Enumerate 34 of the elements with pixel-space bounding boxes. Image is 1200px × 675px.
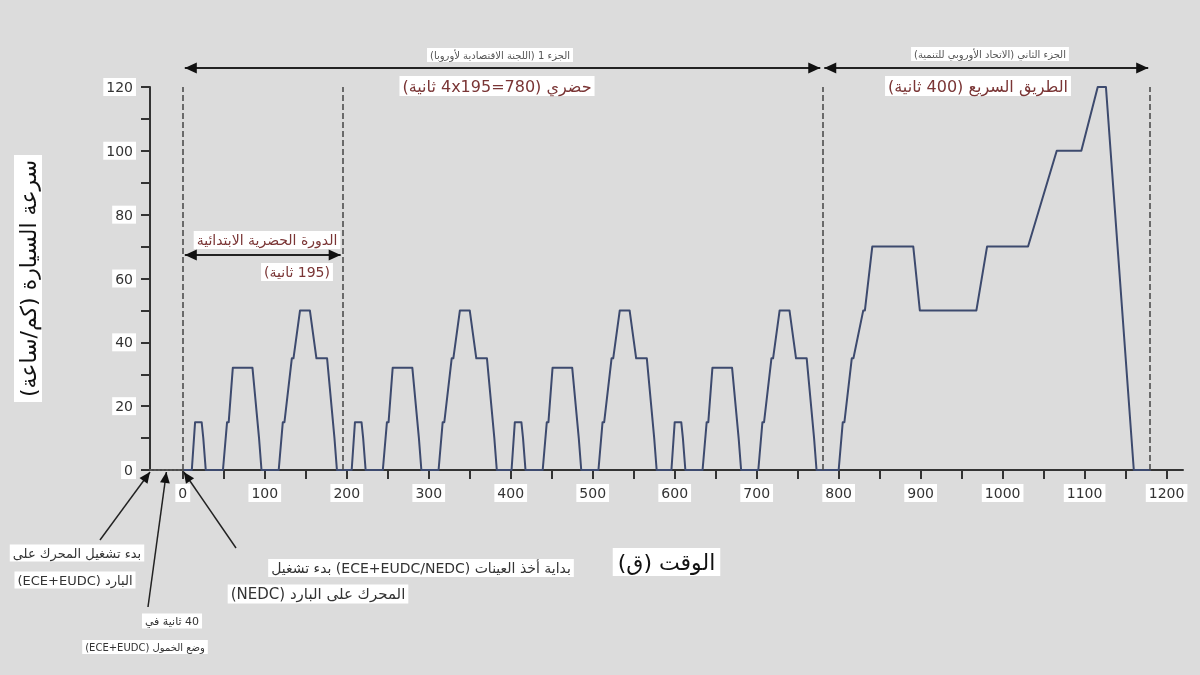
- text: الجزء الثاني (الاتحاد الأوروبي للتنمية): [914, 47, 1066, 61]
- x-tick-label: 1100: [1066, 485, 1103, 501]
- x-tick-label: 500: [579, 485, 607, 501]
- text: بدء تشغيل المحرك على: [12, 545, 142, 562]
- x-tick-label: 400: [497, 485, 525, 501]
- y-axis-title: سرعة السيارة (كم/ساعة): [15, 159, 42, 398]
- y-tick-label: 100: [106, 142, 133, 159]
- x-tick-label: 100: [251, 485, 279, 501]
- text: المحرك على البارد (NEDC): [230, 585, 406, 603]
- annotation: الدورة الحضرية الابتدائية: [196, 232, 338, 249]
- x-tick-label: 200: [333, 485, 361, 501]
- y-tick-label: 120: [106, 79, 133, 95]
- annotation: حضري (4x195=780 ثانية): [402, 76, 592, 97]
- x-tick-label: 700: [743, 485, 771, 501]
- y-tick-label: 40: [115, 334, 133, 351]
- x-tick-label: 1000: [984, 485, 1021, 501]
- y-tick-label: 20: [115, 398, 133, 415]
- annotation: (195 ثانية): [264, 264, 330, 280]
- x-tick-label: 0: [178, 485, 188, 501]
- x-tick-label: 800: [825, 485, 853, 501]
- text: الجزء 1 (اللجنة الاقتصادية لأوروبا): [430, 48, 570, 62]
- x-tick-label: 900: [907, 485, 935, 501]
- y-tick-label: 0: [124, 462, 133, 478]
- text: البارد (ECE+EUDC): [17, 572, 133, 589]
- text: 40 ثانية في: [144, 614, 200, 628]
- y-tick-label: 80: [115, 206, 133, 223]
- x-tick-label: 300: [415, 485, 443, 501]
- text: بداية أخذ العينات (ECE+EUDC/NEDC) بدء تشغيل: [271, 559, 571, 576]
- text: وضع الخمول (ECE+EUDC): [85, 641, 205, 654]
- x-tick-label: 1200: [1148, 485, 1185, 501]
- y-tick-label: 60: [115, 270, 133, 287]
- x-axis-title: الوقت (ق): [617, 549, 716, 575]
- annotation: الطريق السريع (400 ثانية): [888, 76, 1068, 97]
- x-tick-label: 600: [661, 485, 689, 501]
